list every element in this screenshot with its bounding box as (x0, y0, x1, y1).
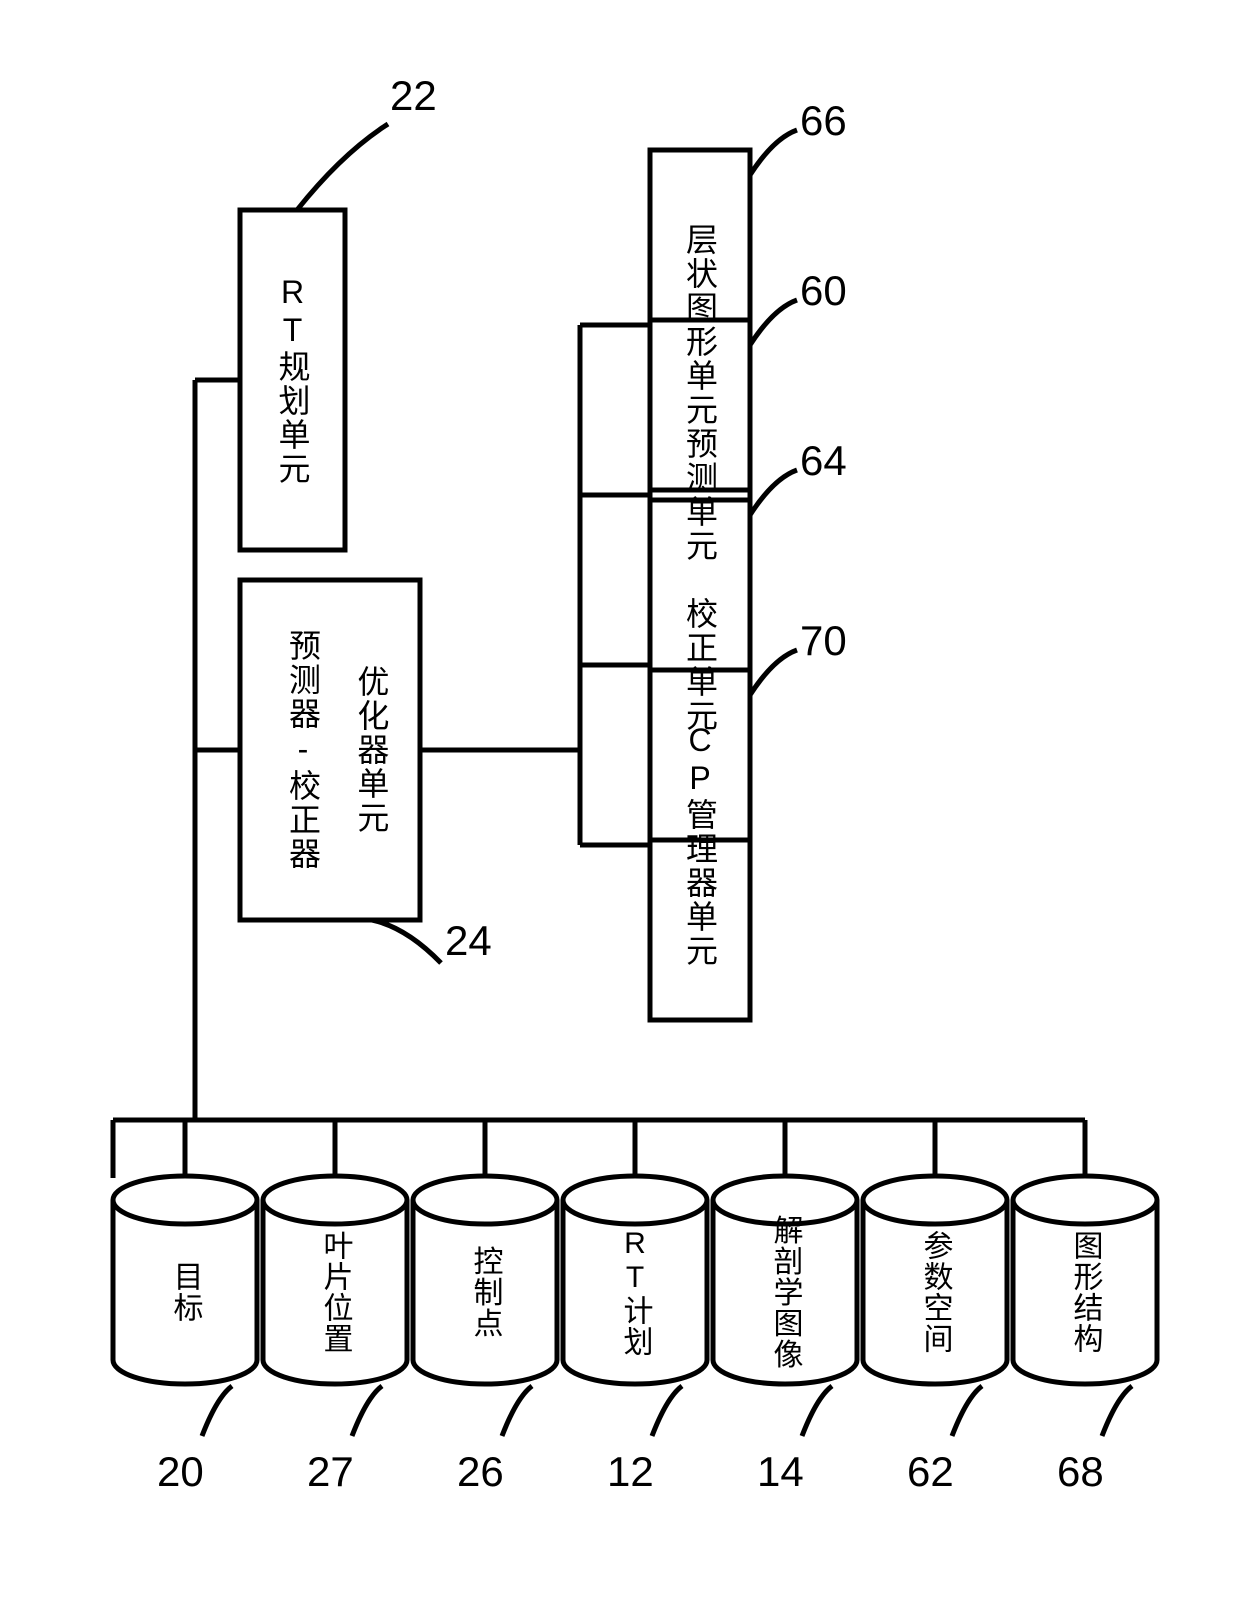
process-box-predictor-corrector (240, 580, 420, 920)
ref-label: 68 (1057, 1448, 1104, 1495)
cylinder-target: 目标 20 (113, 1176, 257, 1495)
process-box-label: RT规划单元 (275, 274, 311, 486)
ref-label: 24 (445, 917, 492, 964)
ref-label: 14 (757, 1448, 804, 1495)
cylinder-control-point: 控制点 26 (413, 1176, 557, 1495)
ref-label: 12 (607, 1448, 654, 1495)
ref-label: 60 (800, 267, 847, 314)
cylinder-label: 参数空间 (919, 1230, 953, 1354)
cylinder-label: 目标 (169, 1261, 204, 1323)
ref-label: 64 (800, 437, 847, 484)
process-box-label: 层状图形单元 (682, 223, 718, 427)
ref-label: 27 (307, 1448, 354, 1495)
ref-label: 20 (157, 1448, 204, 1495)
process-box-label: 校正单元 (682, 597, 718, 733)
cylinder-parameter-space: 参数空间 62 (863, 1176, 1007, 1495)
ref-label: 26 (457, 1448, 504, 1495)
cylinder-label: 控制点 (469, 1246, 504, 1339)
process-box-label: 预测单元 (682, 427, 718, 563)
cylinder-label: 叶片位置 (319, 1230, 353, 1354)
ref-label: 66 (800, 97, 847, 144)
cylinder-anatomy-image: 解剖学图像 14 (713, 1176, 857, 1495)
process-box-label: 预测器-校正器优化器单元 (285, 629, 389, 871)
ref-label: 22 (390, 72, 437, 119)
ref-label: 62 (907, 1448, 954, 1495)
ref-label: 70 (800, 617, 847, 664)
cylinder-graph-structure: 图形结构 68 (1013, 1176, 1157, 1495)
cylinder-label: 图形结构 (1069, 1230, 1104, 1354)
cylinder-label: RT计划 (619, 1227, 653, 1357)
cylinder-rt-plan: RT计划 12 (563, 1176, 707, 1495)
cylinder-leaf-position: 叶片位置 27 (263, 1176, 407, 1495)
cylinder-label: 解剖学图像 (769, 1215, 804, 1370)
process-box-label: CP管理器单元 (682, 722, 718, 968)
